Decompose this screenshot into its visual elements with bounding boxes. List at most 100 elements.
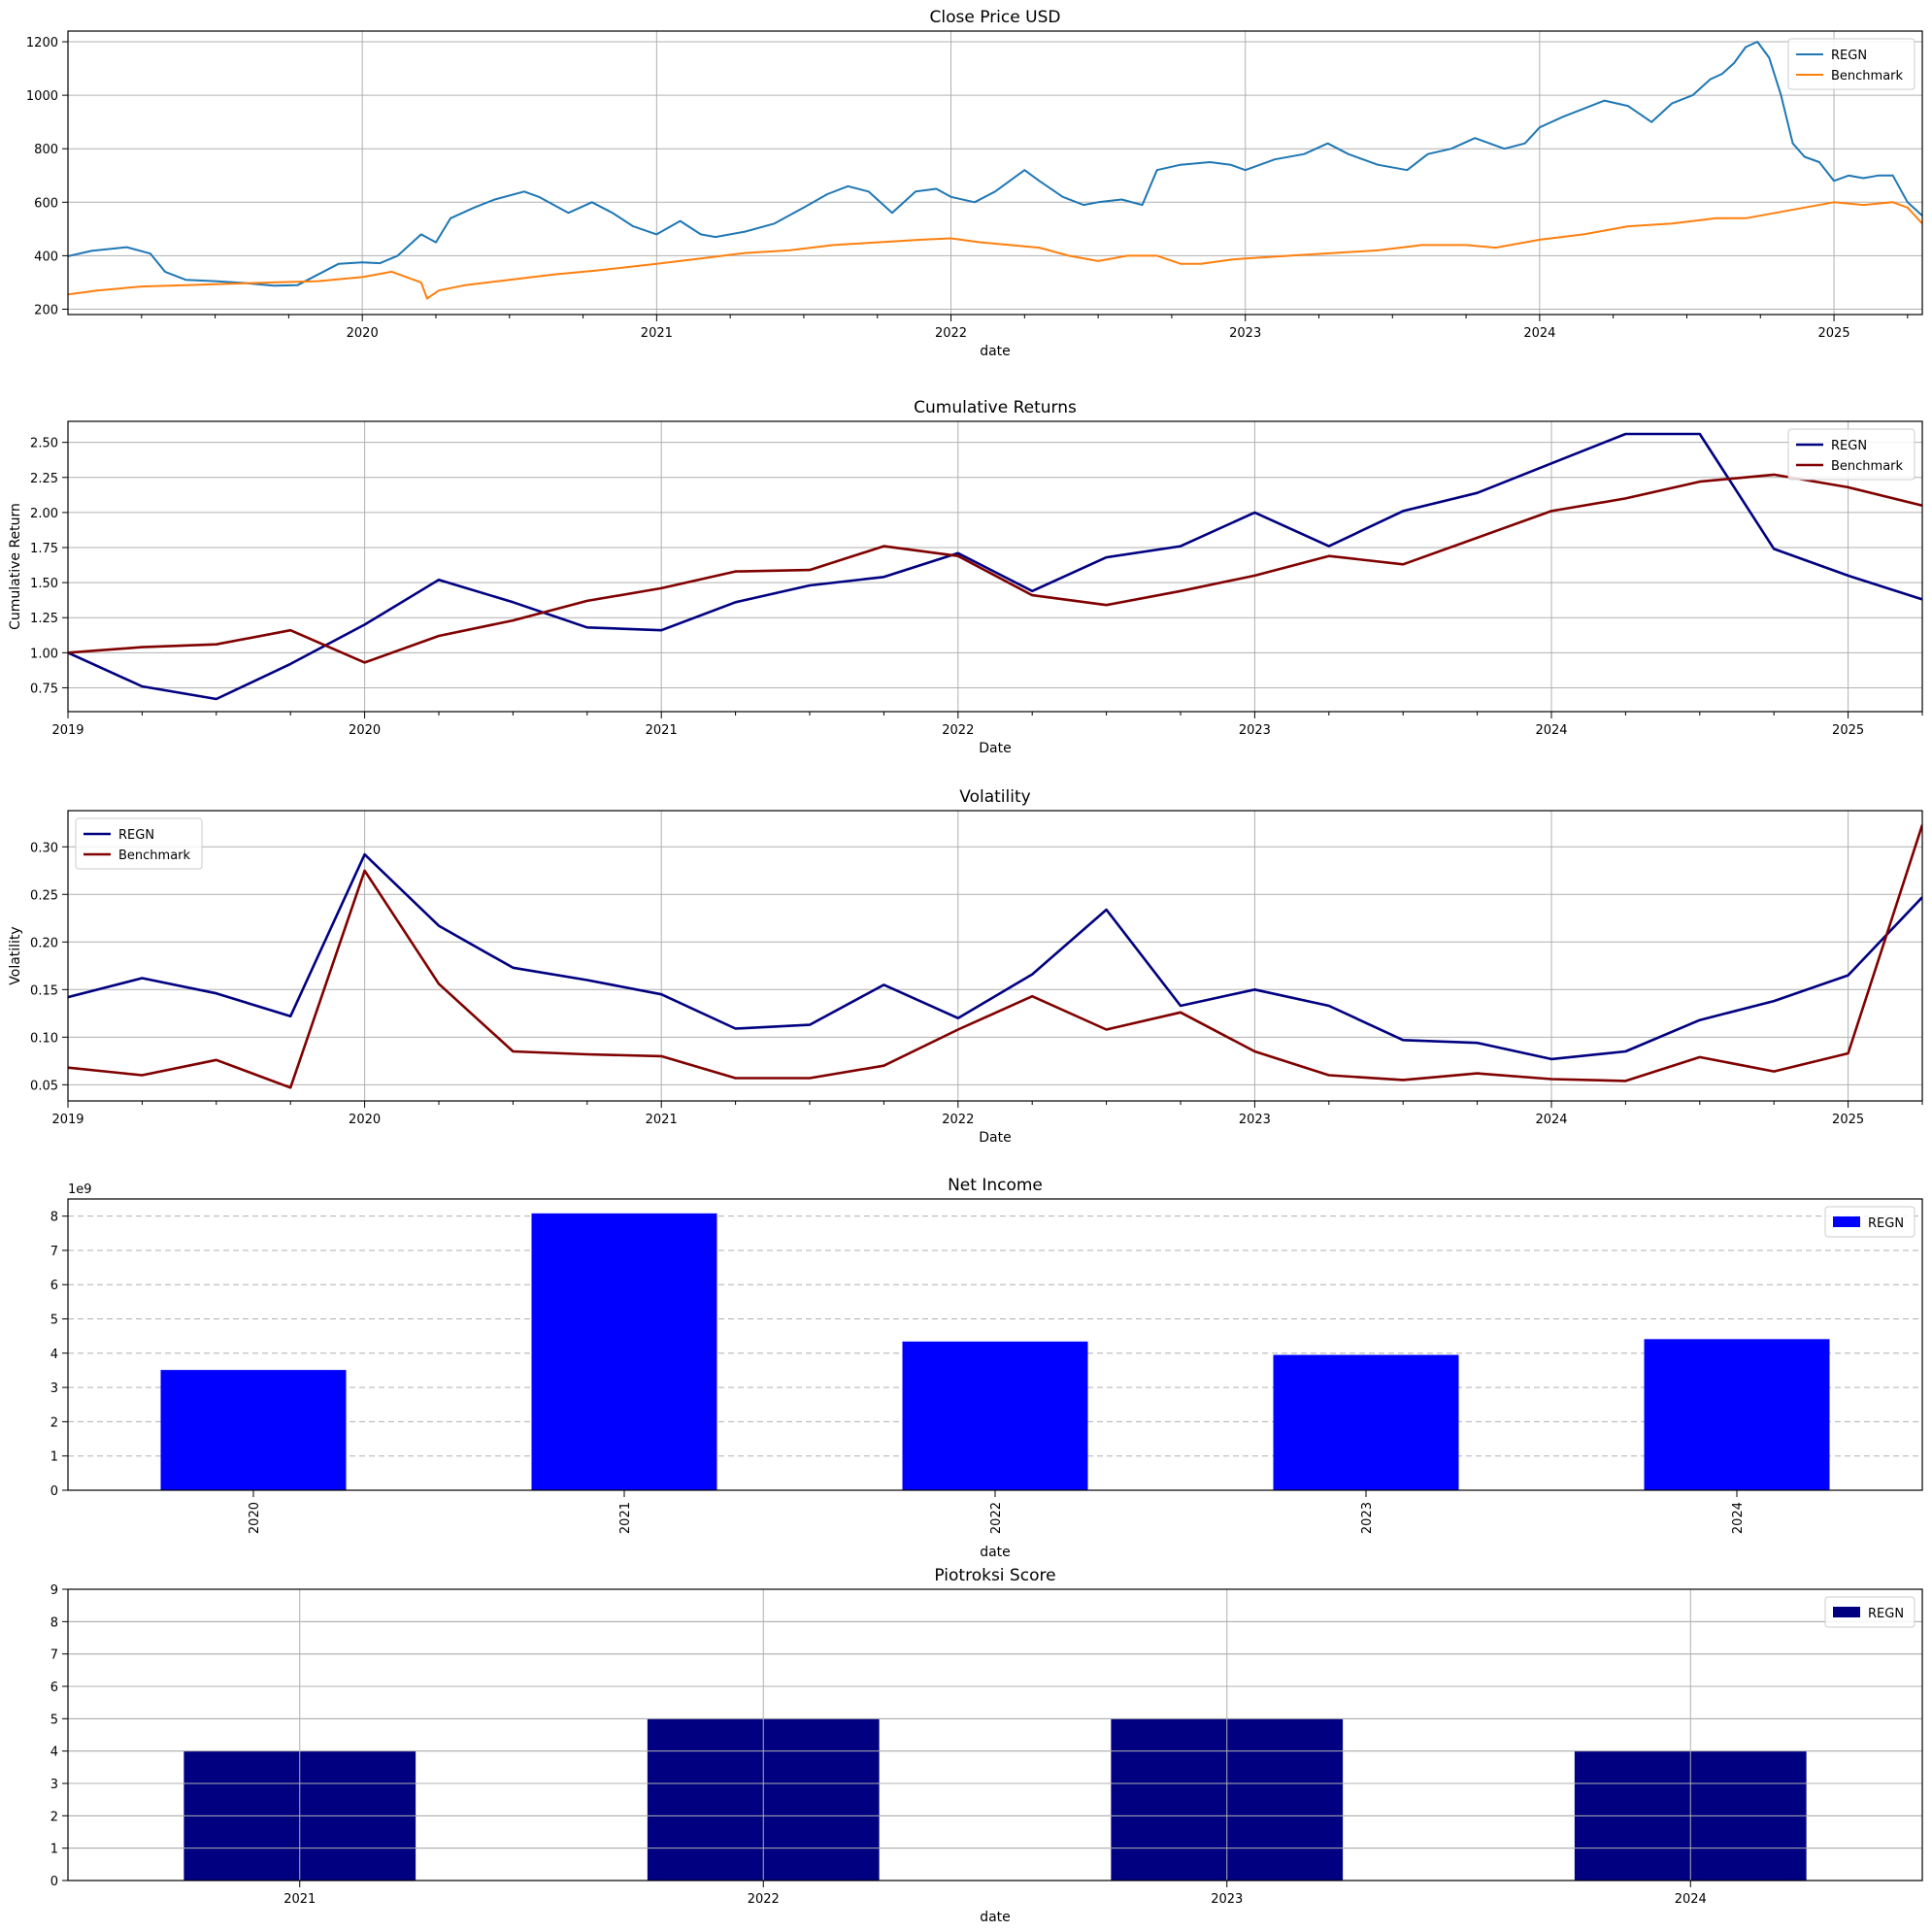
y-tick-label: 4 [50,1746,58,1760]
x-tick-label: 2020 [248,1502,262,1534]
legend-label: REGN [1831,49,1867,63]
y-tick-label: 0 [50,1484,58,1499]
series-line-benchmark [68,201,1922,300]
y-tick-label: 0.10 [30,1031,58,1046]
chart-vol: 0.05 0.10 0.15 0.20 0.25 0.30 2019 2020 2021 2022… [8,787,1923,1146]
y-tick-label: 8 [50,1211,58,1225]
legend-label: Benchmark [118,849,191,863]
x-axis-label: date [980,1545,1011,1560]
bar-2022 [902,1341,1088,1490]
y-tick-label: 800 [34,143,58,157]
bar-2021 [531,1213,717,1490]
legend-box [1787,38,1915,90]
legend: REGN Benchmark [1787,428,1915,481]
x-axis-label: Date [979,1130,1011,1146]
series-line-benchmark [68,824,1922,1089]
legend: REGN [1824,1206,1915,1238]
x-tick-label: 2022 [935,326,967,341]
x-tick-label: 2023 [1211,1892,1243,1907]
legend-box [75,817,203,870]
y-tick-label: 1 [50,1843,58,1857]
chart-close: 200 400 600 800 1000 1200 2020 2021 2022 2023 2024… [26,8,1923,359]
y-tick-label: 4 [50,1348,58,1362]
bar-2024 [1644,1339,1830,1490]
legend-box [1824,1596,1915,1628]
y-tick-label: 2.50 [30,437,58,451]
bar-2023 [1273,1354,1459,1490]
legend-swatch-regn [1833,1607,1860,1617]
chart-title: Volatility [959,787,1030,807]
y-tick-label: 5 [50,1713,58,1727]
y-tick-label: 1.50 [30,577,58,591]
y-tick-label: 1200 [26,36,58,50]
y-tick-label: 1000 [26,89,58,104]
y-tick-label: 6 [50,1279,58,1293]
x-tick-label: 2020 [349,1113,381,1127]
y-tick-label: 3 [50,1778,58,1792]
legend-box [1787,428,1915,481]
x-tick-label: 2021 [646,723,678,738]
x-tick-label: 2020 [347,326,379,341]
axis-scale-label: 1e9 [68,1182,92,1197]
x-axis-label: date [980,344,1011,359]
y-tick-label: 1.75 [30,542,58,556]
legend-label: REGN [1868,1607,1904,1621]
y-tick-label: 2 [50,1415,58,1430]
y-tick-label: 200 [34,303,58,317]
x-tick-label: 2022 [748,1892,780,1907]
y-tick-label: 0.15 [30,983,58,998]
x-tick-label: 2024 [1535,723,1567,738]
x-tick-label: 2023 [1360,1502,1375,1534]
y-tick-label: 0.25 [30,888,58,903]
x-axis-label: date [980,1910,1011,1925]
axes-frame [67,810,1923,1102]
y-tick-label: 1.00 [30,647,58,661]
legend: REGN [1824,1596,1915,1628]
chart-title: Net Income [948,1176,1043,1195]
x-tick-label: 2019 [51,723,83,738]
chart-piotroski: 0 1 2 3 4 5 6 7 8 9 2021 2022 2023 2024 Piotroksi Scor… [50,1566,1923,1925]
y-tick-label: 0 [50,1875,58,1889]
legend-label: Benchmark [1831,459,1904,474]
y-tick-label: 0.30 [30,841,58,855]
x-tick-label: 2024 [1731,1502,1746,1534]
x-tick-label: 2021 [618,1502,633,1534]
x-tick-label: 2019 [51,1113,83,1127]
y-tick-label: 0.75 [30,682,58,696]
legend-label: REGN [1868,1216,1904,1231]
y-tick-label: 1 [50,1450,58,1465]
chart-title: Piotroksi Score [934,1566,1055,1585]
x-tick-label: 2021 [641,326,673,341]
y-tick-label: 7 [50,1245,58,1259]
legend-label: Benchmark [1831,69,1904,83]
axes-frame [67,30,1923,316]
y-tick-label: 5 [50,1314,58,1328]
y-tick-label: 6 [50,1681,58,1695]
x-tick-label: 2022 [942,723,974,738]
x-tick-label: 2022 [942,1113,974,1127]
x-tick-label: 2024 [1535,1113,1567,1127]
chart-cumret: 0.75 1.00 1.25 1.50 1.75 2.00 2.25 2.50 2019 2020… [8,398,1923,756]
x-tick-label: 2022 [989,1502,1004,1534]
axes-frame [67,420,1923,713]
y-tick-label: 0.20 [30,936,58,950]
y-tick-label: 9 [50,1583,58,1598]
legend-box [1824,1206,1915,1238]
x-tick-label: 2025 [1832,1113,1864,1127]
chart-title: Close Price USD [930,8,1061,27]
x-tick-label: 2024 [1675,1892,1707,1907]
axes-frame [67,1588,1923,1881]
series-line-regn [68,852,1922,1061]
x-tick-label: 2024 [1523,326,1555,341]
legend: REGN Benchmark [75,817,203,870]
y-tick-label: 3 [50,1382,58,1396]
legend-label: REGN [118,828,154,843]
x-tick-label: 2023 [1239,723,1271,738]
x-tick-label: 2023 [1239,1113,1271,1127]
x-tick-label: 2023 [1229,326,1261,341]
y-tick-label: 400 [34,250,58,264]
y-tick-label: 2 [50,1810,58,1824]
x-tick-label: 2021 [283,1892,316,1907]
series-line-regn [68,432,1922,701]
